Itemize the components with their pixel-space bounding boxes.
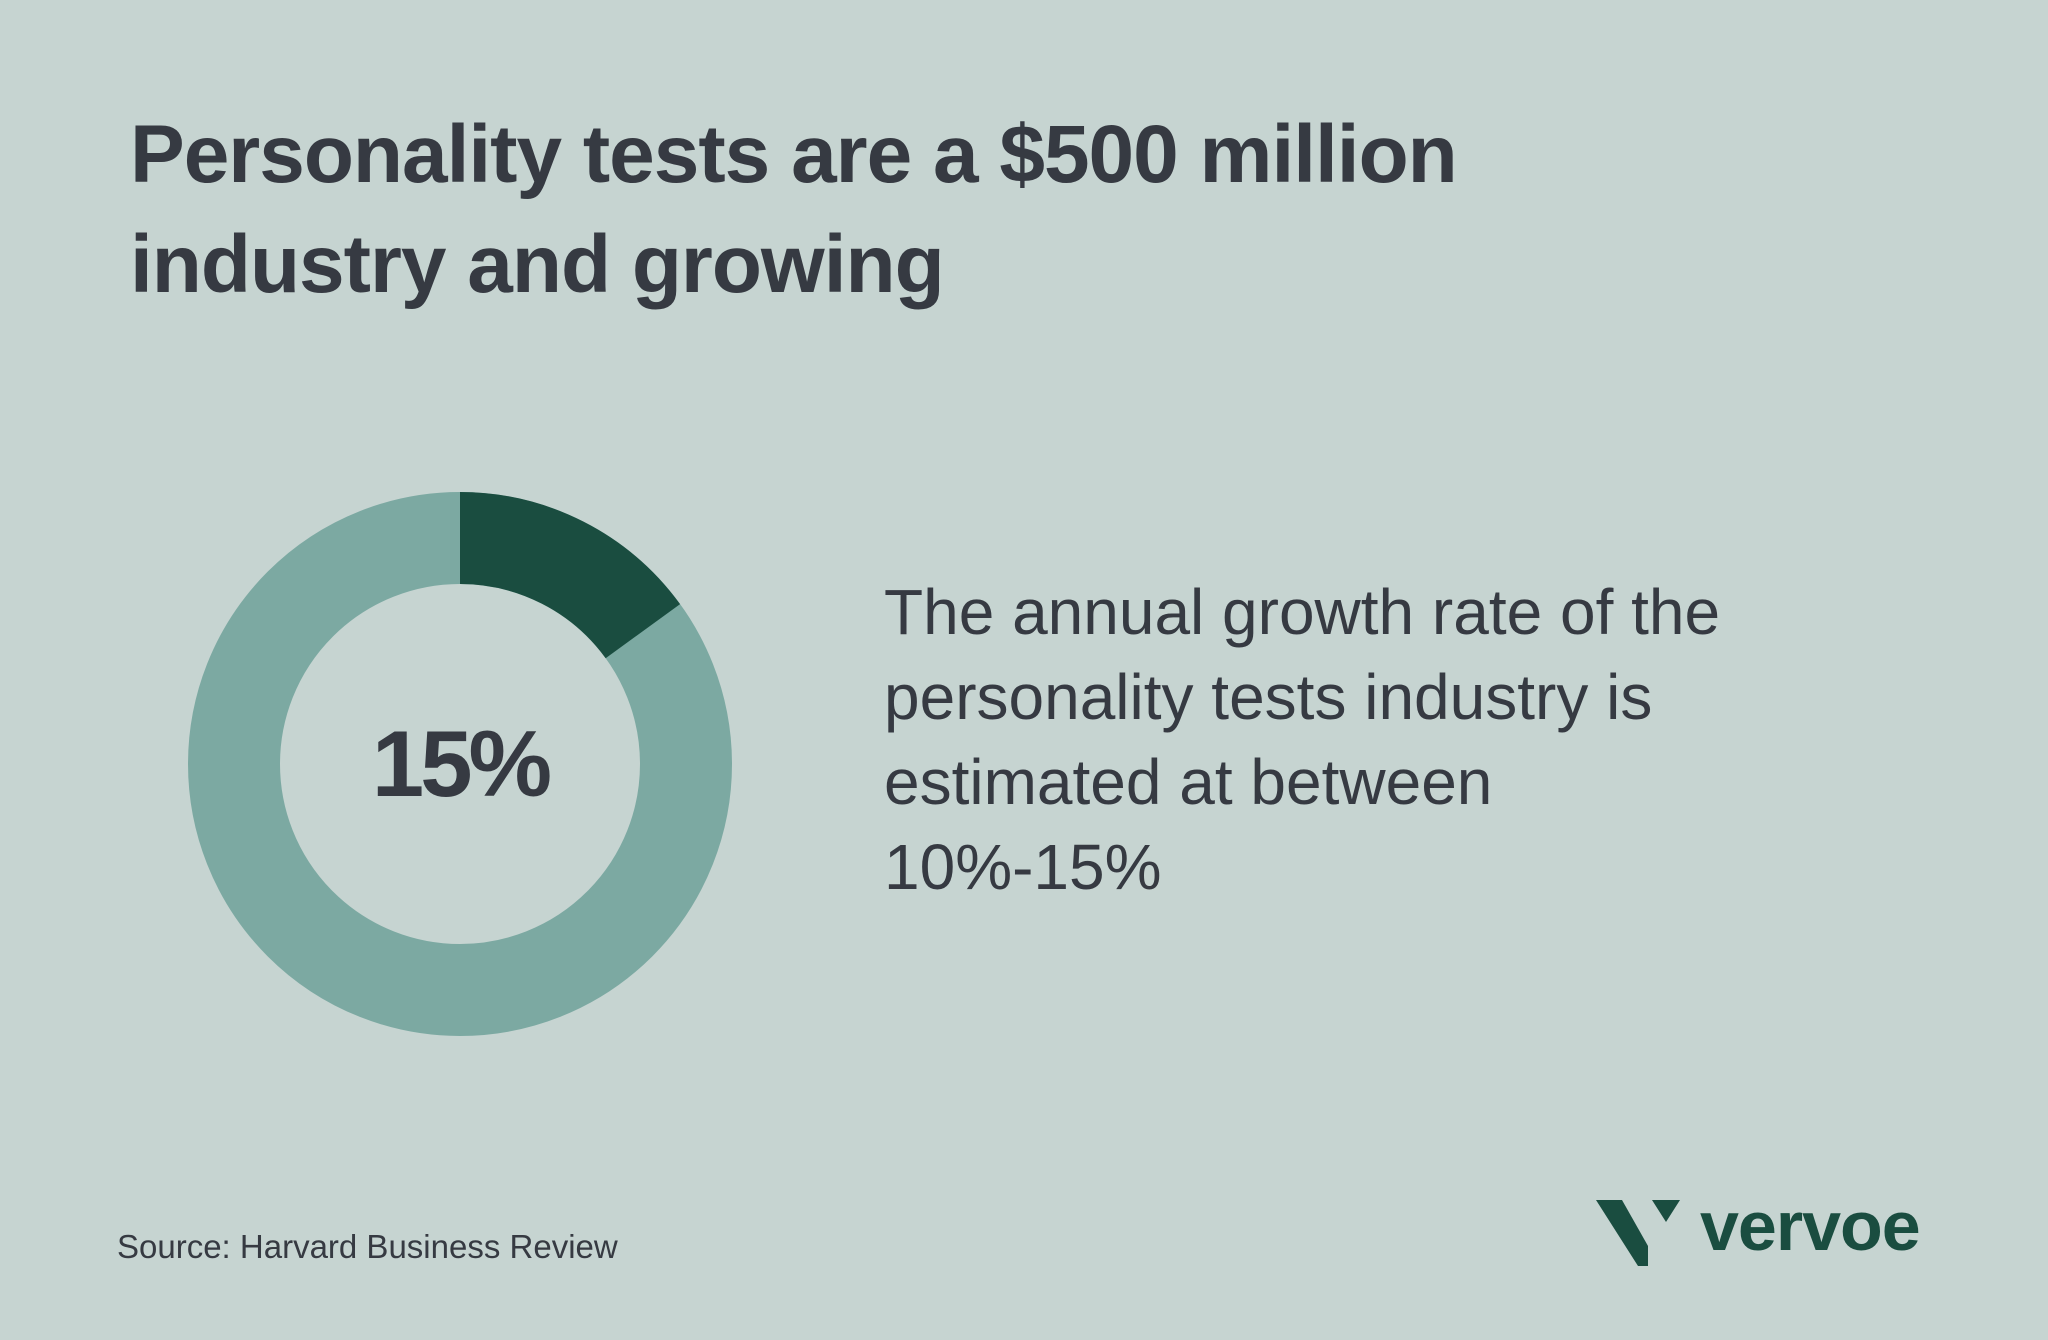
logo-wordmark: vervoe (1700, 1187, 1921, 1265)
page-title: Personality tests are a $500 million ind… (130, 109, 1458, 310)
donut-chart: 15% (188, 492, 732, 1036)
description-text: The annual growth rate of the personalit… (884, 576, 1721, 903)
source-citation: Source: Harvard Business Review (117, 1228, 618, 1265)
donut-center-label: 15% (371, 711, 552, 816)
vervoe-v-logo-icon (1596, 1200, 1680, 1266)
donut-chart-graphic (188, 492, 732, 1036)
vervoe-logo: vervoe (1596, 1191, 1921, 1268)
donut-highlight-segment (188, 492, 732, 1036)
